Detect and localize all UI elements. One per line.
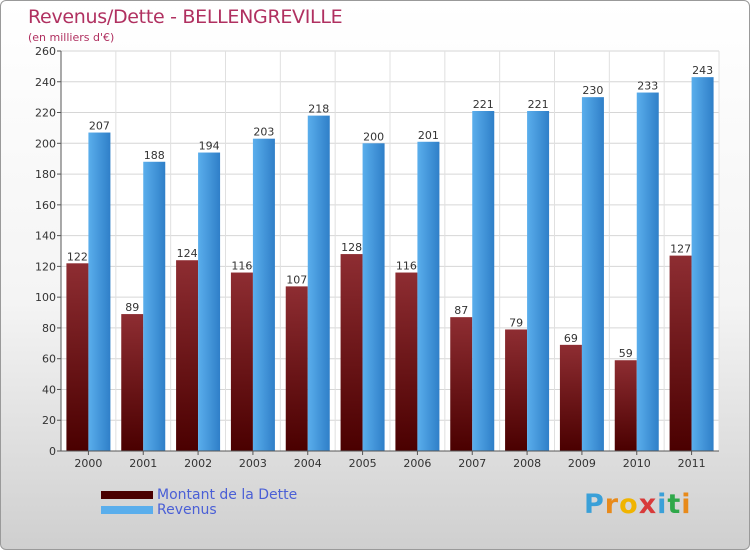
data-label-debt: 89 [125, 301, 139, 314]
x-tick-label: 2004 [294, 457, 322, 470]
proxiti-logo: Proxiti [584, 489, 692, 520]
x-tick-label: 2007 [458, 457, 486, 470]
data-label-revenue: 207 [89, 120, 110, 133]
bar-revenue [198, 152, 221, 452]
x-tick-label: 2003 [239, 457, 267, 470]
data-label-revenue: 243 [692, 64, 713, 77]
logo-letter: i [657, 489, 668, 520]
y-tick-label: 140 [35, 230, 56, 243]
x-tick-label: 2008 [513, 457, 541, 470]
x-tick-label: 2009 [568, 457, 596, 470]
data-label-debt: 116 [231, 260, 252, 273]
y-tick-label: 200 [35, 137, 56, 150]
data-label-revenue: 201 [418, 129, 439, 142]
data-label-revenue: 230 [582, 84, 603, 97]
x-tick-label: 2005 [349, 457, 377, 470]
y-tick-label: 260 [35, 45, 56, 58]
x-tick-label: 2001 [129, 457, 157, 470]
y-tick-label: 240 [35, 76, 56, 89]
bar-debt [285, 286, 308, 451]
data-label-debt: 122 [67, 250, 88, 263]
y-tick-label: 220 [35, 107, 56, 120]
bar-revenue [472, 111, 495, 451]
data-label-debt: 116 [396, 260, 417, 273]
legend-label-debt: Montant de la Dette [157, 487, 298, 503]
logo-letter: t [667, 489, 682, 520]
data-label-revenue: 221 [528, 98, 549, 111]
y-tick-label: 20 [42, 414, 56, 427]
bar-debt [230, 272, 253, 451]
x-tick-label: 2002 [184, 457, 212, 470]
bar-revenue [143, 161, 166, 451]
data-label-revenue: 203 [253, 126, 274, 139]
bar-revenue [307, 115, 330, 451]
legend-label-revenue: Revenus [157, 502, 217, 518]
data-label-debt: 128 [341, 241, 362, 254]
bar-debt [669, 255, 692, 451]
grid [60, 50, 720, 452]
bar-debt [450, 317, 473, 451]
bar-revenue [581, 97, 604, 452]
bar-debt [559, 344, 582, 451]
chart-title: Revenus/Dette - BELLENGREVILLE [28, 6, 343, 28]
data-label-revenue: 200 [363, 130, 384, 143]
y-tick-label: 0 [49, 445, 56, 458]
logo-letter: x [638, 489, 658, 520]
bar-debt [395, 272, 418, 451]
data-label-debt: 87 [454, 304, 468, 317]
x-tick-label: 2006 [403, 457, 431, 470]
data-label-revenue: 218 [308, 103, 329, 116]
bars: 122 207 89 188 124 194 116 203 107 218 128 200 116 20… [66, 64, 714, 452]
bar-debt [121, 314, 144, 451]
bar-debt [340, 254, 363, 451]
axes: 0 20 40 60 80 100 120 140 160 180 200 220 240 260 2000… [35, 45, 719, 470]
bar-revenue [362, 143, 385, 452]
x-tick-label: 2010 [623, 457, 651, 470]
data-label-revenue: 194 [199, 140, 220, 153]
data-label-debt: 79 [509, 316, 523, 329]
data-label-debt: 124 [177, 247, 198, 260]
x-tick-label: 2011 [678, 457, 706, 470]
x-tick-label: 2000 [74, 457, 102, 470]
y-tick-label: 120 [35, 260, 56, 273]
logo-letter: P [584, 489, 605, 520]
legend-swatch-debt [101, 491, 153, 499]
bar-revenue [417, 141, 440, 451]
data-label-revenue: 188 [144, 149, 165, 162]
logo-letter: i [681, 489, 692, 520]
y-tick-label: 80 [42, 322, 56, 335]
bar-debt [614, 360, 637, 451]
legend-swatch-revenue [101, 506, 153, 514]
data-label-debt: 59 [619, 347, 633, 360]
data-label-debt: 107 [286, 273, 307, 286]
bar-revenue [252, 138, 275, 451]
y-tick-label: 160 [35, 199, 56, 212]
y-tick-label: 180 [35, 168, 56, 181]
data-label-debt: 69 [564, 332, 578, 345]
data-label-revenue: 221 [473, 98, 494, 111]
bar-debt [176, 260, 199, 451]
bar-revenue [527, 111, 550, 451]
data-label-revenue: 233 [637, 80, 658, 93]
logo-letter: o [619, 489, 639, 520]
bar-revenue [636, 92, 659, 452]
y-tick-label: 100 [35, 291, 56, 304]
chart-subtitle: (en milliers d'€) [28, 31, 115, 44]
bar-revenue [88, 132, 111, 452]
logo-letter: r [604, 489, 620, 520]
bar-revenue [691, 77, 714, 452]
bar-debt [505, 329, 528, 451]
bar-debt [66, 263, 89, 451]
y-tick-label: 40 [42, 383, 56, 396]
y-tick-label: 60 [42, 353, 56, 366]
data-label-debt: 127 [670, 243, 691, 256]
